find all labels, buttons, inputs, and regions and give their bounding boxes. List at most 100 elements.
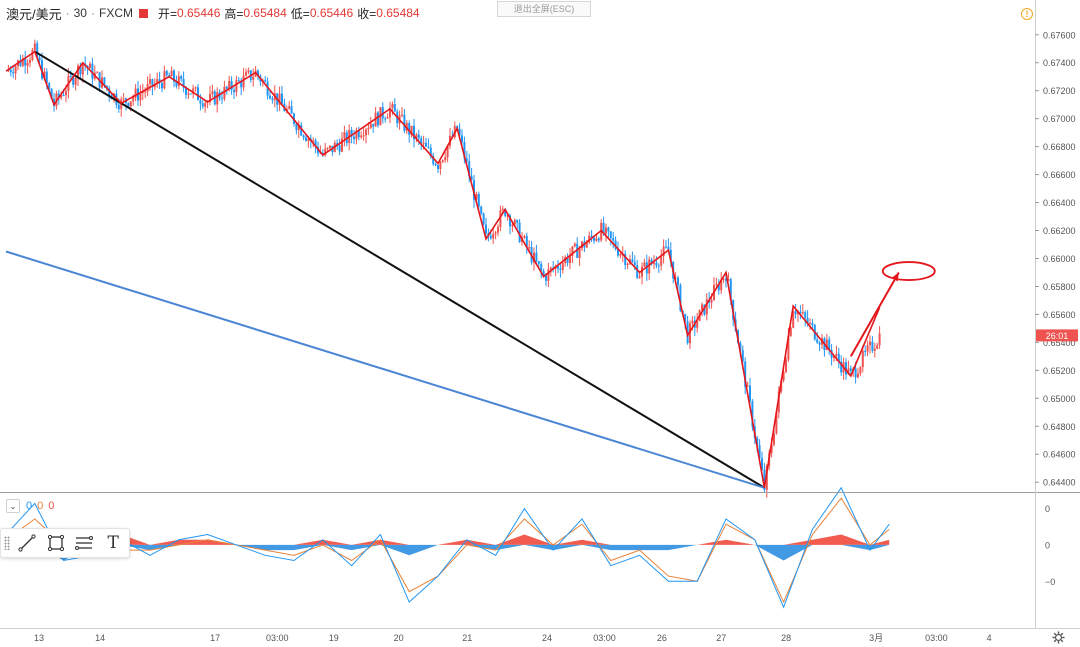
symbol-name[interactable]: 澳元/美元 — [6, 6, 62, 22]
time-tick-label: 03:00 — [593, 633, 616, 643]
candle-body — [876, 345, 879, 349]
candle-body — [859, 367, 862, 374]
candle-body — [377, 112, 379, 126]
candle-body — [173, 70, 175, 82]
candle-body — [725, 278, 727, 281]
high-label: 高= — [224, 6, 244, 21]
warning-icon[interactable]: ! — [1021, 8, 1033, 20]
candle-body — [50, 88, 53, 99]
candle-body — [247, 70, 250, 73]
candle-body — [329, 145, 331, 148]
candle-body — [65, 91, 67, 96]
candle-body — [597, 238, 600, 241]
candle-body — [665, 246, 667, 248]
gear-icon[interactable] — [1052, 631, 1065, 644]
candle-body — [26, 62, 29, 66]
candle-body — [441, 160, 444, 162]
candle-body — [72, 76, 75, 85]
candle-body — [674, 277, 677, 279]
candle-body — [840, 361, 843, 373]
candle-body — [801, 312, 804, 314]
candle-body — [499, 210, 502, 227]
candle-body — [168, 75, 171, 77]
candle-body — [429, 147, 432, 156]
candle-body — [494, 232, 497, 235]
candle-body — [655, 262, 658, 266]
candle-body — [542, 271, 545, 276]
candle-body — [660, 256, 663, 266]
candle-body — [701, 304, 703, 310]
time-tick-label: 26 — [657, 633, 667, 643]
candle-body — [775, 412, 778, 434]
candle-body — [12, 72, 15, 74]
candle-body — [19, 60, 22, 66]
candle-body — [677, 277, 679, 285]
candle-body — [480, 206, 483, 214]
macd-tick-label: −0 — [1045, 577, 1055, 587]
candle-body — [444, 157, 447, 161]
drag-handle[interactable] — [4, 536, 10, 550]
candle-body — [225, 86, 228, 89]
candle-body — [33, 43, 36, 51]
price-tick-label: 0.65600 — [1043, 310, 1076, 320]
candle-body — [602, 222, 605, 234]
candle-body — [305, 137, 307, 141]
candle-body — [816, 339, 819, 343]
candlestick-series — [7, 39, 881, 498]
candle-body — [79, 65, 82, 75]
candle-body — [849, 368, 852, 371]
candle-body — [237, 80, 240, 82]
candle-body — [828, 339, 831, 351]
candle-body — [756, 437, 759, 446]
candle-body — [463, 142, 466, 159]
candle-body — [384, 118, 387, 120]
candle-body — [614, 240, 617, 249]
macd-line — [5, 486, 890, 609]
open-value: 0.65446 — [177, 6, 221, 20]
candle-body — [132, 97, 135, 102]
price-tick-label: 0.66400 — [1043, 198, 1076, 208]
candle-body — [240, 80, 243, 88]
candle-body — [288, 106, 291, 109]
price-tick-label: 0.67400 — [1043, 58, 1076, 68]
price-tick-label: 0.66000 — [1043, 254, 1076, 264]
candle-body — [667, 246, 670, 250]
candle-body — [146, 83, 149, 92]
candle-body — [873, 348, 876, 351]
candle-body — [638, 276, 641, 278]
zigzag-line — [5, 50, 881, 488]
candle-body — [729, 279, 732, 300]
chevron-down-icon[interactable]: ⌄ — [6, 499, 20, 513]
candle-body — [509, 215, 511, 227]
candle-body — [847, 368, 850, 375]
candle-body — [307, 138, 310, 141]
candle-body — [408, 122, 411, 135]
candle-body — [794, 311, 797, 315]
candle-body — [722, 278, 725, 280]
text-tool-button[interactable]: T — [100, 531, 126, 555]
trend-line-tool-button[interactable] — [14, 531, 40, 555]
candle-body — [177, 76, 180, 86]
candle-body — [710, 300, 713, 303]
time-tick-label: 20 — [394, 633, 404, 643]
candle-body — [355, 130, 358, 140]
candle-body — [353, 136, 355, 140]
candle-body — [715, 284, 718, 286]
candle-body — [864, 350, 867, 352]
candle-body — [180, 76, 183, 80]
interval-label[interactable]: 30 — [73, 6, 87, 20]
high-value: 0.65484 — [243, 6, 287, 20]
time-tick-label: 3月 — [869, 633, 883, 643]
candle-body — [393, 104, 396, 112]
candle-body — [182, 79, 185, 88]
candle-body — [528, 247, 531, 249]
candle-body — [485, 224, 487, 234]
rectangle-tool-button[interactable] — [43, 531, 69, 555]
candle-body — [324, 148, 327, 156]
exit-fullscreen-button[interactable]: 退出全屏(ESC) — [497, 1, 591, 17]
price-tick-label: 0.67000 — [1043, 114, 1076, 124]
fib-tool-button[interactable] — [71, 531, 97, 555]
candle-body — [422, 142, 425, 144]
